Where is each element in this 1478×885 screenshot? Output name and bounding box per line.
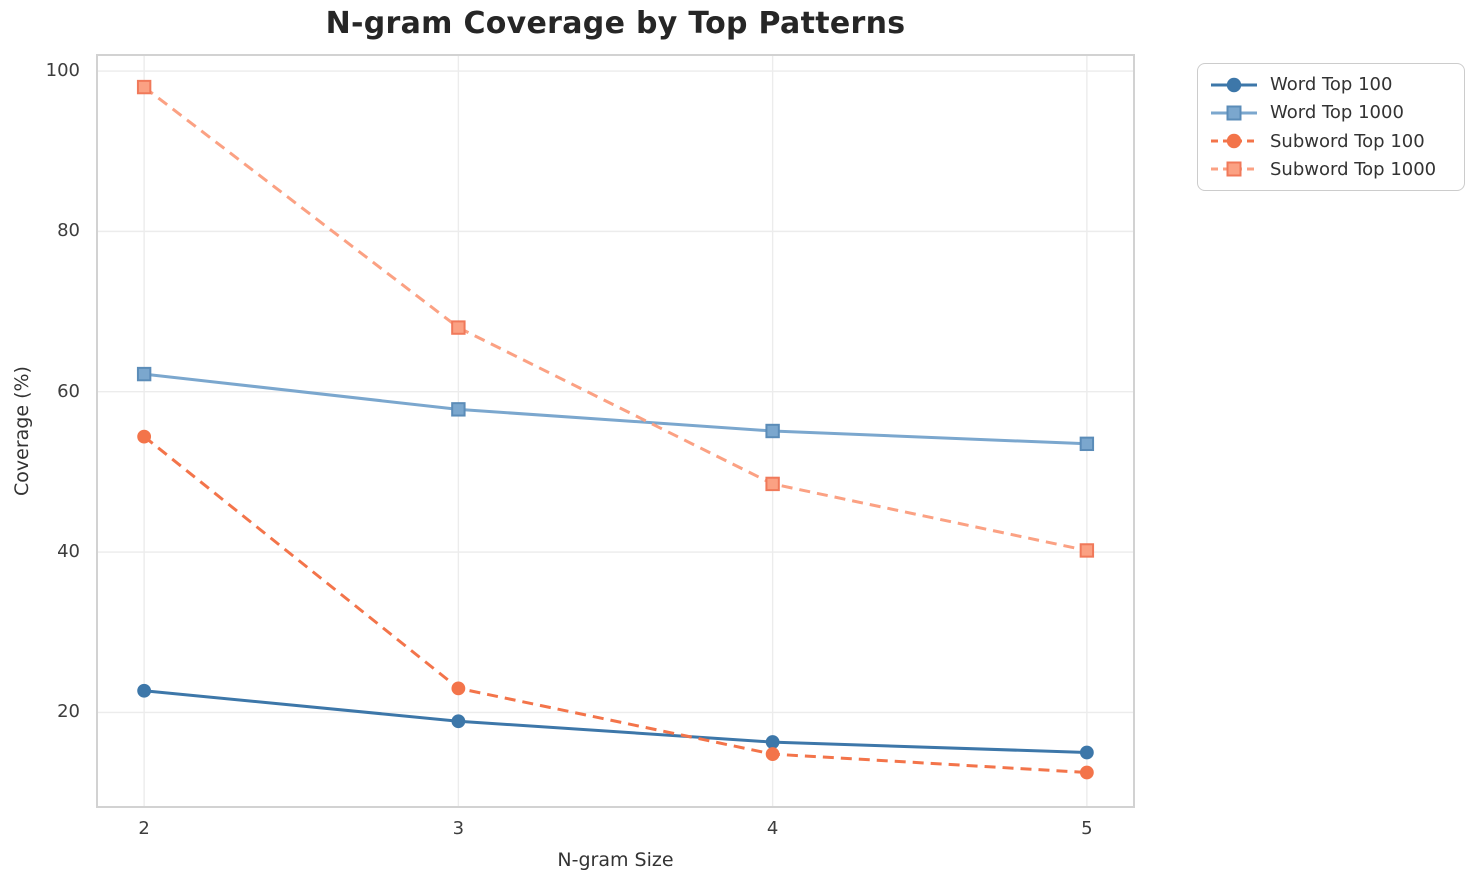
- series-line: [143, 372, 1087, 446]
- x-tick-label: 2: [138, 818, 150, 839]
- legend-item-label: Word Top 1000: [1270, 102, 1404, 124]
- data-point-circle: [1079, 745, 1094, 760]
- legend-square-marker-icon: [1211, 161, 1257, 177]
- x-axis-label: N-gram Size: [557, 849, 674, 871]
- data-point-circle: [765, 735, 780, 749]
- data-point-circle: [137, 429, 152, 444]
- data-point-square: [136, 79, 152, 95]
- series-line: [143, 435, 1087, 774]
- legend-item-label: Word Top 100: [1270, 74, 1393, 96]
- legend-item: Word Top 1000: [1210, 102, 1458, 123]
- legend-circle-marker-icon: [1211, 77, 1257, 92]
- data-point-square: [1079, 543, 1095, 558]
- legend-item-label: Subword Top 100: [1270, 130, 1425, 152]
- series-line: [143, 85, 1088, 552]
- x-tick-label: 4: [766, 818, 779, 839]
- data-point-square: [765, 476, 780, 492]
- series-line: [143, 689, 1087, 754]
- legend-marker-shape: [1226, 105, 1242, 121]
- data-point-square: [1079, 436, 1095, 452]
- x-tick-label: 5: [1081, 818, 1093, 839]
- legend-item: Word Top 100: [1210, 74, 1458, 95]
- legend-marker-shape: [1226, 77, 1242, 92]
- y-tick-label: 40: [57, 541, 80, 563]
- legend-item: Subword Top 1000: [1210, 159, 1458, 180]
- data-point-square: [451, 320, 466, 335]
- y-tick-label: 20: [57, 701, 80, 723]
- data-point-square: [136, 366, 152, 382]
- data-point-square: [451, 402, 466, 417]
- legend-item-label: Subword Top 1000: [1270, 158, 1437, 180]
- legend: Word Top 100 Word Top 1000 Subword Top 100…: [1197, 63, 1465, 191]
- y-tick-label: 60: [57, 380, 80, 402]
- y-tick-label: 80: [57, 220, 80, 242]
- data-point-square: [765, 423, 780, 439]
- y-tick-label: 100: [45, 60, 80, 82]
- legend-item: Subword Top 100: [1210, 131, 1458, 152]
- data-point-circle: [765, 747, 780, 761]
- data-point-circle: [137, 683, 152, 698]
- chart-title: N-gram Coverage by Top Patterns: [325, 6, 906, 41]
- legend-marker-shape: [1226, 161, 1242, 177]
- plot-border: [96, 54, 1135, 808]
- legend-circle-marker-icon: [1211, 133, 1257, 149]
- legend-marker-shape: [1226, 133, 1242, 149]
- data-point-circle: [1079, 765, 1094, 780]
- legend-square-marker-icon: [1211, 105, 1257, 121]
- data-point-circle: [451, 714, 466, 729]
- x-tick-label: 3: [452, 818, 465, 839]
- data-point-circle: [451, 681, 466, 696]
